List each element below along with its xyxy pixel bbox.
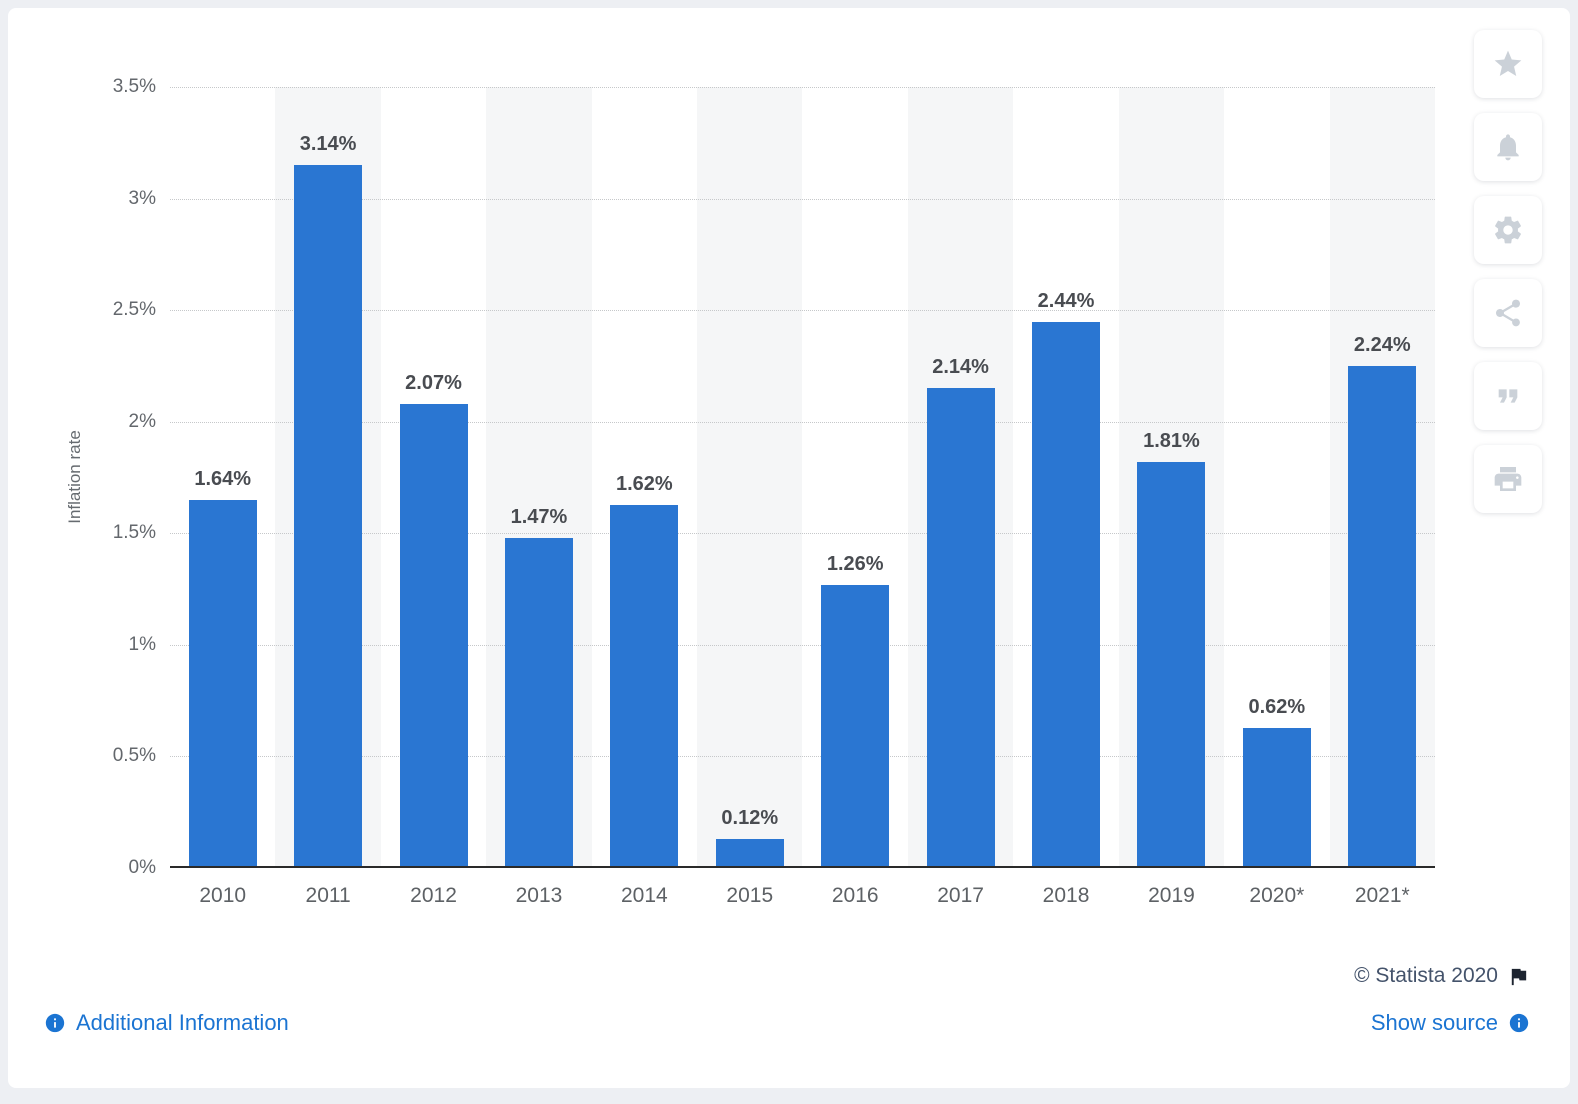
gridline <box>170 756 1435 758</box>
icon-rail <box>1474 30 1542 513</box>
quote-icon-button[interactable] <box>1474 362 1542 430</box>
x-tick-label: 2012 <box>410 884 457 907</box>
bar-2011[interactable] <box>294 165 363 866</box>
value-label: 0.12% <box>721 807 779 830</box>
value-label: 2.24% <box>1353 334 1411 357</box>
y-tick-label: 3% <box>128 187 156 209</box>
value-label: 2.14% <box>932 356 989 379</box>
bell-icon <box>1497 134 1519 161</box>
x-tick-label: 2016 <box>831 884 879 907</box>
x-tick-label: 2017 <box>937 884 984 907</box>
x-tick-label: 2015 <box>726 884 774 907</box>
y-axis-ticks: 0% 0.5% 1% 1.5% 2% 2.5% 3% 3.5% <box>8 76 156 878</box>
x-tick-label: 2020* <box>1249 884 1305 907</box>
show-source-link[interactable]: Show source <box>1371 1010 1530 1036</box>
gridline <box>170 87 1435 88</box>
column-band <box>697 87 803 866</box>
y-tick-label: 2.5% <box>112 299 156 321</box>
flag-icon <box>1511 968 1527 985</box>
gear-icon-button[interactable] <box>1474 196 1542 264</box>
x-tick-label: 2014 <box>621 884 668 907</box>
value-label: 3.14% <box>299 133 357 156</box>
x-tick-label: 2013 <box>515 884 563 907</box>
show-source-label: Show source <box>1370 1010 1498 1035</box>
x-tick-label: 2021* <box>1354 884 1410 907</box>
additional-information-label: Additional Information <box>76 1010 289 1035</box>
bar-2012[interactable] <box>399 404 468 866</box>
bar-2010[interactable] <box>188 500 257 866</box>
share-icon <box>1496 299 1520 327</box>
value-label: 1.47% <box>510 505 568 528</box>
bell-icon-button[interactable] <box>1474 113 1542 181</box>
chart-card: Inflation rate 0% 0.5% 1% 1.5% 2% 2.5% 3% 3.5% … <box>8 8 1570 1088</box>
value-label: 0.62% <box>1248 695 1306 718</box>
bar-2018[interactable] <box>1032 321 1101 866</box>
bar-2015[interactable] <box>715 839 784 866</box>
gridline <box>170 533 1435 535</box>
value-label: 1.62% <box>616 472 673 495</box>
x-axis-labels: 2010 2011 2012 2013 2014 2015 2016 2017 2018 2019… <box>170 884 1435 912</box>
footer-links: Additional Information Show source <box>44 1010 1530 1036</box>
x-tick-label: 2010 <box>199 884 247 907</box>
gridline <box>170 198 1435 200</box>
x-tick-label: 2019 <box>1148 884 1195 907</box>
x-tick-label: 2011 <box>305 884 351 907</box>
bar-2013[interactable] <box>504 537 573 866</box>
y-tick-label: 2% <box>128 410 156 432</box>
bar-2016[interactable] <box>821 584 890 866</box>
y-tick-label: 3.5% <box>112 76 156 97</box>
bar-2020*[interactable] <box>1242 727 1311 866</box>
value-label: 1.26% <box>826 552 884 575</box>
plot-area: 1.64% 3.14% 2.07% 1.47% 1.62% 0.12% 1.26% 2.14%… <box>170 87 1435 868</box>
star-icon <box>1494 50 1522 76</box>
gridline <box>170 310 1435 312</box>
value-label: 2.07% <box>405 372 462 395</box>
bar-2014[interactable] <box>610 504 679 866</box>
y-tick-label: 0% <box>128 857 156 878</box>
gridline <box>170 644 1435 646</box>
bar-2019[interactable] <box>1137 462 1206 866</box>
y-tick-label: 1% <box>128 633 156 655</box>
info-icon <box>1509 1013 1529 1033</box>
value-label: 1.81% <box>1143 430 1200 453</box>
copyright: © Statista 2020 <box>1354 964 1530 988</box>
quote-icon <box>1498 389 1518 403</box>
y-tick-label: 1.5% <box>112 522 156 544</box>
print-icon <box>1494 467 1522 491</box>
info-icon <box>45 1013 65 1033</box>
value-label: 1.64% <box>194 468 252 491</box>
star-icon-button[interactable] <box>1474 30 1542 98</box>
additional-information-link[interactable]: Additional Information <box>44 1010 289 1036</box>
value-label: 2.44% <box>1037 289 1095 312</box>
bar-2021*[interactable] <box>1348 366 1417 866</box>
x-tick-label: 2018 <box>1042 884 1090 907</box>
share-icon-button[interactable] <box>1474 279 1542 347</box>
copyright-text: © Statista 2020 <box>1354 964 1498 987</box>
gridline <box>170 421 1435 423</box>
print-icon-button[interactable] <box>1474 445 1542 513</box>
bar-2017[interactable] <box>926 388 995 866</box>
y-tick-label: 0.5% <box>112 745 156 767</box>
gear-icon <box>1495 216 1521 244</box>
